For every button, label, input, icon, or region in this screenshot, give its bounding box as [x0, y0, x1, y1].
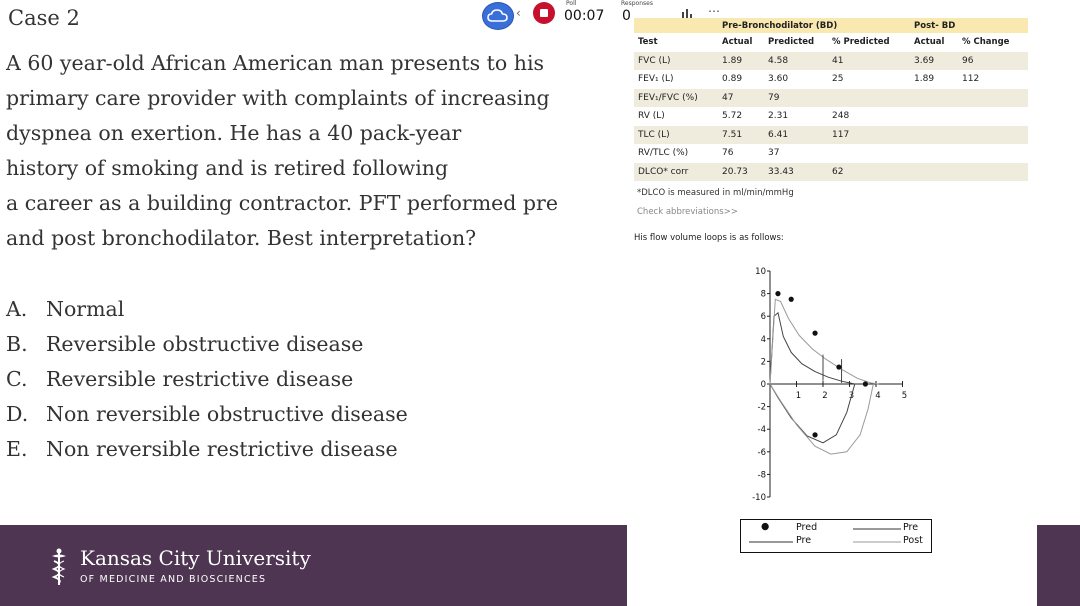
y-tick-label: 0 [761, 380, 766, 390]
table-row: RV/TLC (%) 76 37 [638, 148, 780, 159]
responses-label: Responses [621, 0, 653, 7]
predicted-point [862, 381, 868, 387]
dlco-note: *DLCO is measured in ml/min/mmHg [637, 188, 794, 198]
legend-label: Pre [796, 535, 812, 546]
series-post-inspiratory [769, 383, 874, 455]
legend-pre-line-icon [853, 528, 901, 530]
university-subtitle: OF MEDICINE AND BIOSCIENCES [80, 574, 267, 585]
question-line: A 60 year-old African American man prese… [6, 51, 545, 75]
responses-count: 0 [622, 8, 631, 24]
question-line: primary care provider with complaints of… [6, 86, 550, 110]
y-tick-label: 6 [761, 312, 766, 322]
option-a: A. Normal [6, 297, 125, 321]
stop-icon[interactable] [533, 2, 555, 24]
x-tick-label: 5 [902, 391, 907, 401]
option-e: E. Non reversible restrictive disease [6, 437, 398, 461]
question-line: dyspnea on exertion. He has a 40 pack-ye… [6, 121, 462, 145]
y-tick-label: -2 [758, 403, 766, 413]
footer-band-right [1037, 525, 1080, 606]
answer-options: A. Normal B. Reversible obstructive diseas… [6, 292, 408, 467]
table-row: FVC (L) 1.89 4.58 41 3.69 96 [634, 51, 1029, 70]
table-row: DLCO* corr 20.73 33.43 62 [634, 162, 1029, 181]
series-pre-inspiratory [769, 383, 856, 444]
caduceus-icon [51, 548, 66, 585]
col-header: Actual [914, 37, 945, 48]
y-tick-label: -4 [758, 425, 766, 435]
poll-label: Poll [566, 0, 577, 7]
check-abbreviations-link[interactable]: Check abbreviations>> [637, 207, 738, 217]
table-row: RV (L) 5.72 2.31 248 [638, 111, 850, 122]
bar-chart-icon[interactable] [681, 8, 693, 22]
x-tick-label: 2 [822, 391, 827, 401]
legend-label: Post [903, 535, 923, 546]
question-line: and post bronchodilator. Best interpreta… [6, 226, 477, 250]
chevron-left-icon[interactable]: ‹ [516, 6, 521, 20]
y-tick-label: 4 [761, 335, 766, 345]
university-name: Kansas City University [80, 546, 311, 570]
option-b: B. Reversible obstructive disease [6, 332, 364, 356]
y-tick-label: 2 [761, 357, 766, 367]
post-bd-header: Post- BD [910, 18, 1029, 33]
legend-dot-icon: ● [761, 521, 770, 532]
predicted-point [788, 296, 794, 302]
table-row: FEV₁ (L) 0.89 3.60 25 1.89 112 [638, 74, 980, 85]
col-header: % Predicted [832, 37, 890, 48]
predicted-point [836, 364, 842, 370]
y-tick-label: -10 [752, 493, 766, 503]
option-d: D. Non reversible obstructive disease [6, 402, 408, 426]
predicted-point [812, 330, 818, 336]
more-icon[interactable]: ⋯ [708, 4, 720, 18]
predicted-point [775, 291, 781, 297]
x-tick-label: 4 [875, 391, 880, 401]
chart-axes [769, 271, 903, 497]
y-tick-label: 8 [761, 290, 766, 300]
chart-legend: ● Pred Pre Pre Post [740, 519, 932, 553]
pre-bd-header: Pre-Bronchodilator (BD) [718, 18, 911, 33]
option-c: C. Reversible restrictive disease [6, 367, 354, 391]
cloud-icon[interactable] [482, 2, 514, 30]
legend-label: Pred [796, 522, 818, 533]
table-row: FEV₁/FVC (%) 47 79 [634, 88, 1029, 107]
series-pre-expiratory [769, 311, 855, 385]
poll-timer: 00:07 [564, 8, 605, 24]
series-post-expiratory [769, 298, 879, 385]
question-text: A 60 year-old African American man prese… [6, 46, 606, 256]
question-line: a career as a building contractor. PFT p… [6, 191, 558, 215]
table-row: TLC (L) 7.51 6.41 117 [634, 125, 1029, 144]
predicted-point [812, 432, 818, 438]
legend-pre-line-icon [749, 541, 793, 543]
pft-table: Pre-Bronchodilator (BD) Post- BD Test Ac… [634, 18, 1029, 181]
col-header: % Change [962, 37, 1010, 48]
col-header: Predicted [768, 37, 815, 48]
footer-band: Kansas City University OF MEDICINE AND B… [0, 525, 627, 606]
flow-loop-caption: His flow volume loops is as follows: [634, 233, 784, 243]
y-tick-label: -6 [758, 448, 766, 458]
y-tick-label: 10 [755, 267, 766, 277]
slide-title: Case 2 [8, 6, 80, 30]
legend-post-line-icon [853, 541, 901, 543]
poll-toolbar: ‹ Poll 00:07 Responses 0 ⋯ [478, 0, 728, 30]
y-tick-label: -8 [758, 470, 766, 480]
col-header: Test [638, 37, 658, 48]
x-tick-label: 1 [796, 391, 801, 401]
col-header: Actual [722, 37, 753, 48]
question-line: history of smoking and is retired follow… [6, 156, 449, 180]
legend-label: Pre [903, 522, 919, 533]
